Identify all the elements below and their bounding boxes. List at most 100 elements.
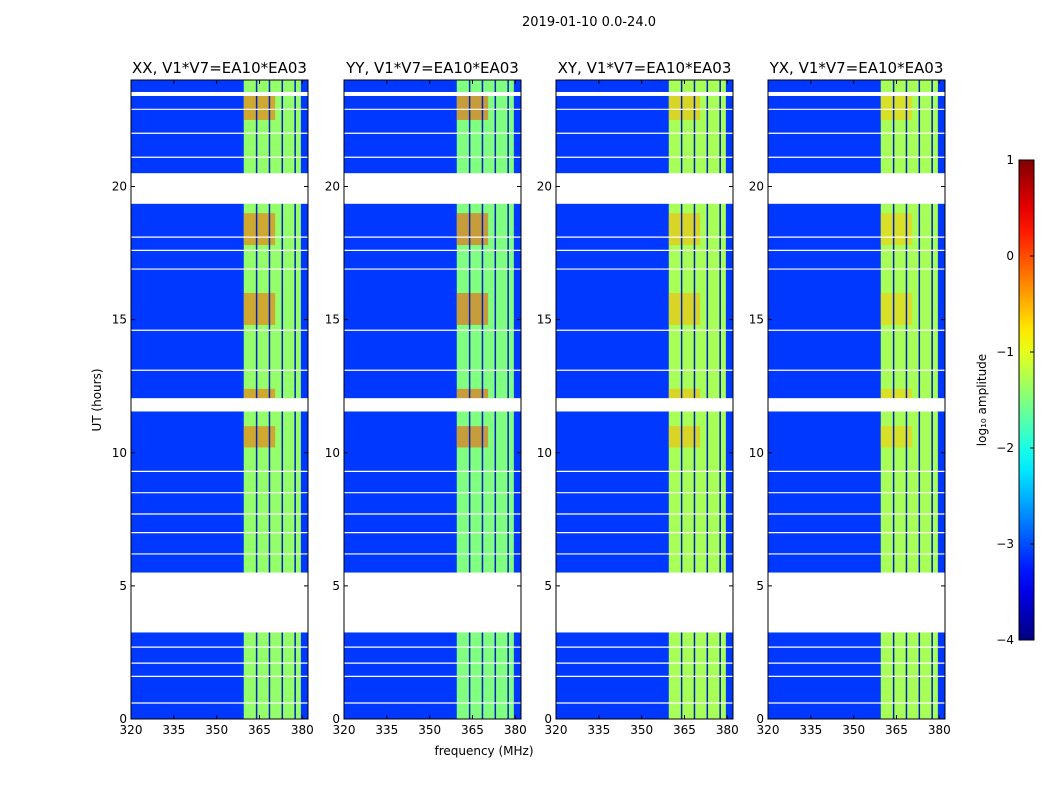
- colorbar: 1 0 −1 −2 −3 −4 log₁₀ amplitude: [975, 153, 1035, 647]
- panel-1-hot-4: [243, 388, 276, 400]
- panel-2-gap-2: [344, 398, 521, 412]
- panel-2-hot-2: [456, 426, 489, 448]
- panel-2-xtick-label-5: 380: [504, 723, 527, 737]
- panel-4: YX, V1*V7=EA10*EA03 320 335 350 365 380 0 5 10 15…: [749, 59, 951, 737]
- panel-1-xtick-label-1: 320: [120, 723, 143, 737]
- panel-2-hot-1: [456, 293, 489, 325]
- panel-1-ytick-label-2: 5: [119, 579, 127, 593]
- panel-4-ytick-label-1: 0: [756, 712, 764, 726]
- panel-4-hot-3: [880, 213, 913, 246]
- panel-2-hot-5: [456, 95, 489, 120]
- panel-3-gap-3: [556, 173, 733, 204]
- panel-1-frame: [130, 79, 309, 720]
- panel-4-gap-3: [768, 173, 945, 204]
- panel-2-ytick-label-4: 15: [325, 313, 340, 327]
- panel-4-ytick-label-5: 20: [749, 180, 764, 194]
- panel-1-gap-4: [131, 91, 308, 96]
- panel-3-xtick-label-3: 350: [630, 723, 653, 737]
- x-axis-label: frequency (MHz): [434, 744, 533, 758]
- panel-4-xtick-label-1: 320: [757, 723, 780, 737]
- panel-3-hot-4: [668, 388, 701, 400]
- colorbar-tick-label-6: −4: [996, 633, 1014, 647]
- panel-2-gap-1: [344, 572, 521, 633]
- panel-3-ytick-label-3: 10: [537, 446, 552, 460]
- y-axis-label: UT (hours): [90, 368, 104, 431]
- panel-1-hot-3: [243, 213, 276, 246]
- panel-4-xtick-label-5: 380: [928, 723, 951, 737]
- panel-1-title: XX, V1*V7=EA10*EA03: [132, 59, 307, 77]
- panel-2-xtick-label-4: 365: [461, 723, 484, 737]
- panel-2-title: YY, V1*V7=EA10*EA03: [345, 59, 519, 77]
- panel-1-ytick-label-1: 0: [119, 712, 127, 726]
- panel-4-gap-4: [768, 91, 945, 96]
- panel-2-gap-4: [344, 91, 521, 96]
- panel-3-ytick-label-1: 0: [544, 712, 552, 726]
- colorbar-tick-label-2: 0: [1006, 249, 1014, 263]
- panel-3-hot-1: [668, 293, 701, 325]
- panel-2-hot-4: [456, 388, 489, 400]
- panel-3-ytick-label-5: 20: [537, 180, 552, 194]
- panel-2-xtick-label-3: 350: [418, 723, 441, 737]
- panel-4-ytick-label-2: 5: [756, 579, 764, 593]
- panel-1-ytick-label-4: 15: [112, 313, 127, 327]
- panel-4-xtick-label-4: 365: [885, 723, 908, 737]
- colorbar-tick-label-3: −1: [996, 345, 1014, 359]
- panel-4-ytick-label-3: 10: [749, 446, 764, 460]
- panel-4-xtick-label-2: 335: [799, 723, 822, 737]
- panels-group: XX, V1*V7=EA10*EA03 320 335 350 365 380 0 5 10 15…: [112, 59, 951, 737]
- panel-4-title: YX, V1*V7=EA10*EA03: [769, 59, 944, 77]
- panel-2-ytick-label-5: 20: [325, 180, 340, 194]
- panel-1-hot-5: [243, 95, 276, 120]
- panel-3-xtick-label-4: 365: [673, 723, 696, 737]
- panel-3-ytick-label-4: 15: [537, 313, 552, 327]
- panel-1-hot-2: [243, 426, 276, 448]
- panel-1-xtick-label-3: 350: [205, 723, 228, 737]
- colorbar-tick-label-1: 1: [1006, 153, 1014, 167]
- panel-1-hot-1: [243, 293, 276, 325]
- panel-1: XX, V1*V7=EA10*EA03 320 335 350 365 380 0 5 10 15…: [112, 59, 314, 737]
- figure-suptitle: 2019-01-10 0.0-24.0: [522, 15, 656, 30]
- panel-4-gap-1: [768, 572, 945, 633]
- panel-2-ytick-label-2: 5: [332, 579, 340, 593]
- panel-1-ytick-label-5: 20: [112, 180, 127, 194]
- panel-1-gap-2: [131, 398, 308, 412]
- panel-4-hot-5: [880, 95, 913, 120]
- panel-3-title: XY, V1*V7=EA10*EA03: [558, 59, 732, 77]
- panel-2-xtick-label-1: 320: [333, 723, 356, 737]
- panel-3-gap-4: [556, 91, 733, 96]
- panel-4-xtick-label-3: 350: [842, 723, 865, 737]
- colorbar-tick-label-4: −2: [996, 441, 1014, 455]
- panel-3-hot-2: [668, 426, 701, 448]
- colorbar-tick-label-5: −3: [996, 537, 1014, 551]
- panel-2-frame: [343, 79, 522, 720]
- panel-4-ytick-label-4: 15: [749, 313, 764, 327]
- panel-3-xtick-label-1: 320: [545, 723, 568, 737]
- panel-4-hot-1: [880, 293, 913, 325]
- panel-4-hot-2: [880, 426, 913, 448]
- panel-4-gap-2: [768, 398, 945, 412]
- panel-2-hot-3: [456, 213, 489, 246]
- panel-1-xtick-label-2: 335: [162, 723, 185, 737]
- colorbar-scale: [1018, 159, 1035, 641]
- panel-2-xtick-label-2: 335: [375, 723, 398, 737]
- panel-3-xtick-label-5: 380: [716, 723, 739, 737]
- panel-1-xtick-label-5: 380: [291, 723, 314, 737]
- panel-1-gap-1: [131, 572, 308, 633]
- panel-2: YY, V1*V7=EA10*EA03 320 335 350 365 380 0 5 10 15…: [325, 59, 527, 737]
- panel-3-xtick-label-2: 335: [587, 723, 610, 737]
- panel-2-gap-3: [344, 173, 521, 204]
- panel-3: XY, V1*V7=EA10*EA03 320 335 350 365 380 0 5 10 15…: [537, 59, 739, 737]
- panel-1-xtick-label-4: 365: [248, 723, 271, 737]
- panel-1-ytick-label-3: 10: [112, 446, 127, 460]
- panel-3-hot-5: [668, 95, 701, 120]
- panel-3-gap-2: [556, 398, 733, 412]
- colorbar-label: log₁₀ amplitude: [975, 354, 989, 446]
- panel-3-hot-3: [668, 213, 701, 246]
- panel-2-ytick-label-3: 10: [325, 446, 340, 460]
- panel-1-gap-3: [131, 173, 308, 204]
- panel-4-hot-4: [880, 388, 913, 400]
- panel-4-frame: [767, 79, 946, 720]
- panel-3-gap-1: [556, 572, 733, 633]
- panel-3-frame: [555, 79, 734, 720]
